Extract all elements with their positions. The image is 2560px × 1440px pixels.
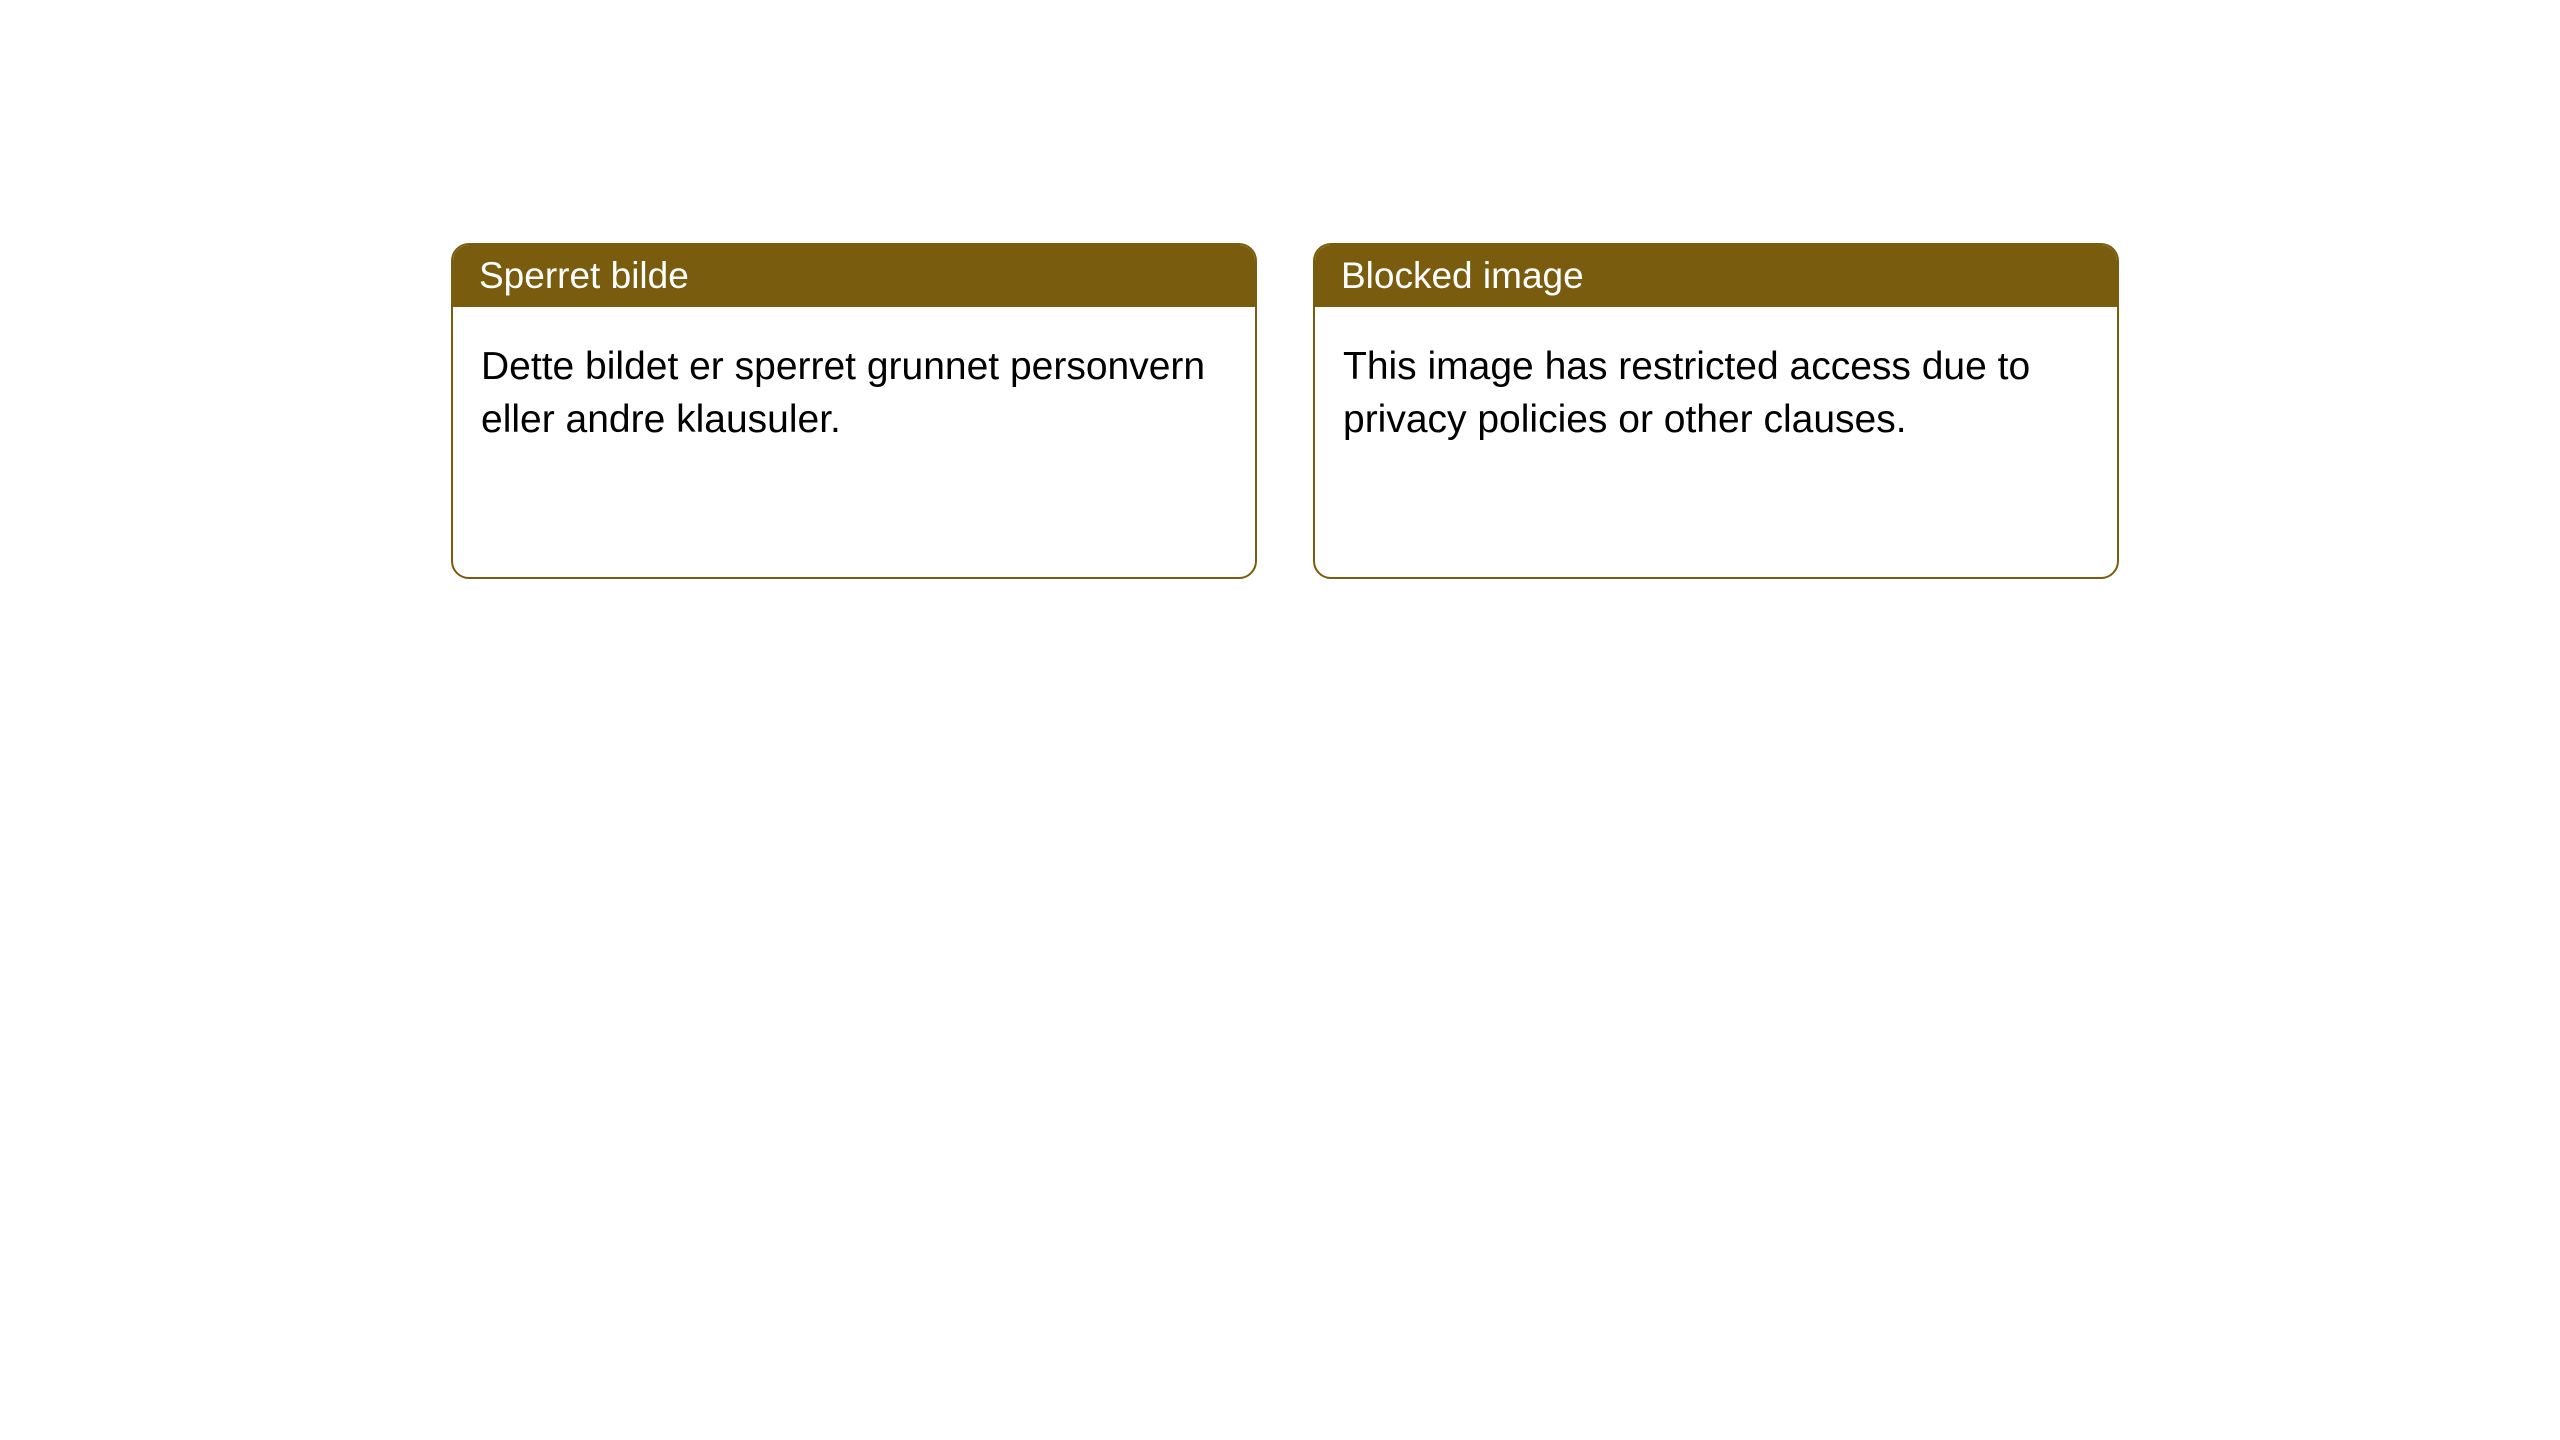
notice-header: Sperret bilde	[453, 245, 1255, 307]
notice-container: Sperret bilde Dette bildet er sperret gr…	[0, 0, 2560, 579]
notice-body: This image has restricted access due to …	[1315, 307, 2117, 577]
notice-body-text: This image has restricted access due to …	[1343, 345, 2030, 441]
notice-card-english: Blocked image This image has restricted …	[1313, 243, 2119, 579]
notice-title: Sperret bilde	[479, 255, 689, 296]
notice-header: Blocked image	[1315, 245, 2117, 307]
notice-card-norwegian: Sperret bilde Dette bildet er sperret gr…	[451, 243, 1257, 579]
notice-body-text: Dette bildet er sperret grunnet personve…	[481, 345, 1205, 441]
notice-title: Blocked image	[1341, 255, 1584, 296]
notice-body: Dette bildet er sperret grunnet personve…	[453, 307, 1255, 577]
